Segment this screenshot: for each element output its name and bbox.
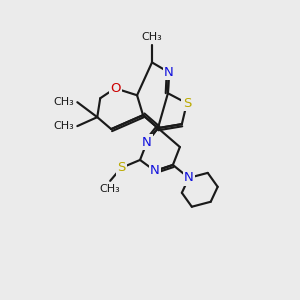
Text: CH₃: CH₃ [54,97,74,107]
Text: N: N [164,66,174,79]
Text: O: O [110,82,120,95]
Text: S: S [183,97,191,110]
Text: CH₃: CH₃ [54,121,74,131]
Text: N: N [184,171,194,184]
Text: N: N [150,164,160,177]
Text: N: N [142,136,152,148]
Text: S: S [117,161,125,174]
Text: CH₃: CH₃ [142,32,162,43]
Text: CH₃: CH₃ [100,184,121,194]
